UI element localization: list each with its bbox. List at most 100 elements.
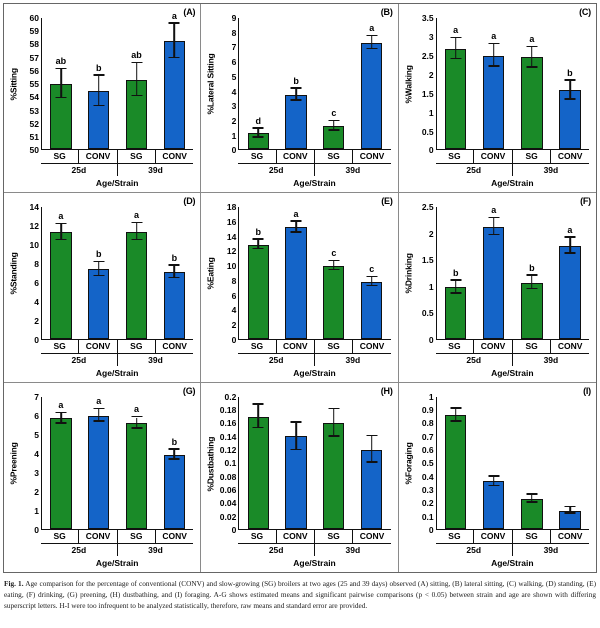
error-overlay: b: [513, 207, 551, 338]
error-bar-line: [333, 261, 335, 271]
x-tick-strain: SG: [435, 530, 475, 545]
bar-slot: a: [80, 397, 118, 530]
bar-slot: d: [239, 18, 277, 150]
x-axis-table: SG CONV SG CONV 25d 39d Age/Strain: [41, 530, 194, 568]
figure-caption-text: Age comparison for the percentage of con…: [4, 579, 596, 611]
x-tick-strain: CONV: [474, 339, 513, 354]
y-tick-label: 1.5: [421, 255, 434, 266]
error-overlay: a: [80, 397, 118, 529]
x-tick-strain: SG: [41, 339, 80, 354]
bar-slot: [513, 397, 551, 530]
error-cap-top: [450, 279, 462, 281]
significance-letter: c: [331, 108, 337, 119]
x-axis-age-row: 25d 39d: [41, 164, 193, 177]
y-tick-label: 4: [34, 448, 39, 459]
x-tick-strain: CONV: [353, 340, 391, 354]
error-cap-top: [252, 403, 264, 405]
y-tick-label: 8: [34, 258, 39, 269]
y-tick-label: 52: [29, 118, 39, 129]
y-tick-label: 0: [231, 145, 237, 156]
y-tick-label: 2: [34, 486, 39, 497]
x-tick-strain: SG: [238, 150, 277, 165]
y-tick-label: 4: [231, 305, 237, 316]
bar-slot: a: [42, 397, 80, 530]
significance-letter: b: [255, 226, 261, 237]
x-tick-strain: CONV: [276, 339, 315, 354]
y-tick-label: 0.3: [421, 484, 434, 495]
error-cap-top: [55, 222, 67, 225]
error-bar-line: [135, 417, 138, 429]
error-bar-line: [492, 44, 495, 67]
error-overlay: b: [277, 18, 315, 149]
x-axis-tick-spacer: [414, 150, 436, 188]
bar-series: a a a b: [437, 18, 589, 150]
x-axis-age-row: 25d 39d: [238, 164, 390, 177]
bar-slot: [277, 397, 315, 530]
y-axis-label: %Preening: [8, 442, 19, 485]
error-cap-top: [328, 259, 340, 262]
error-overlay: ab: [118, 18, 156, 149]
plot-row: %Standing 0 2 4 6 8 10 12 14 a b a b: [8, 203, 194, 344]
y-tick-label: 0: [428, 145, 434, 156]
y-axis-label: %Foraging: [403, 442, 414, 485]
error-cap-bottom: [488, 484, 500, 487]
error-overlay: a: [155, 11, 193, 149]
x-axis-tick-spacer: [216, 150, 238, 188]
error-bar-line: [333, 409, 335, 438]
bar-slot: ab: [42, 18, 80, 150]
error-bar-line: [569, 237, 571, 254]
x-tick-strain: CONV: [474, 150, 513, 165]
error-bar-line: [60, 413, 62, 424]
plot-area: d b c a: [238, 18, 391, 151]
x-tick-age: 39d: [345, 354, 361, 365]
y-axis-ticks: 0 1 2 3 4 5 6 7: [19, 392, 41, 534]
y-axis-ticks: 50 51 52 53 54 55 56 57 58 59 60: [19, 14, 41, 155]
y-axis-label: %Standing: [8, 252, 19, 295]
x-axis-age-row: 25d 39d: [436, 544, 589, 556]
x-tick-age: 25d: [436, 353, 513, 366]
x-tick-age: 39d: [148, 354, 163, 365]
plot-area: b a b a: [435, 206, 589, 340]
y-tick-label: 0.06: [219, 484, 237, 495]
bar-slot: [315, 397, 353, 530]
error-bar-line: [135, 63, 138, 97]
error-cap-top: [564, 236, 576, 238]
error-overlay: b: [155, 397, 193, 529]
x-tick-age: 39d: [543, 545, 559, 556]
bar-slot: a: [42, 207, 80, 339]
error-cap-top: [328, 119, 340, 122]
error-bar-line: [370, 277, 373, 287]
error-cap-top: [55, 411, 67, 414]
y-tick-label: 12: [226, 246, 237, 257]
error-cap-bottom: [450, 292, 462, 294]
x-axis-spacer: [8, 150, 19, 188]
error-cap-top: [252, 238, 264, 240]
error-cap-bottom: [93, 104, 105, 107]
plot-wrap: %Standing 0 2 4 6 8 10 12 14 a b a b SG CONV SG CONV 25d 3…: [4, 193, 200, 381]
plot-wrap: %Preening 0 1 2 3 4 5 6 7 a a a b SG CONV SG CONV 25d 39d A…: [4, 383, 200, 572]
error-cap-top: [488, 475, 500, 477]
y-tick-label: 0.1: [224, 458, 237, 469]
error-bar-line: [97, 75, 100, 107]
error-bar-line: [173, 23, 176, 59]
error-cap-top: [526, 274, 538, 276]
x-axis-tick-spacer: [414, 530, 436, 568]
error-cap-top: [366, 434, 378, 437]
y-axis-label: %Lateral Sitting: [205, 53, 216, 115]
bar-slot: a: [437, 18, 475, 150]
error-cap-top: [564, 79, 576, 81]
panel-label: (A): [183, 7, 196, 17]
x-tick-strain: SG: [435, 339, 475, 354]
y-tick-label: 0.18: [219, 404, 237, 415]
error-bar-line: [257, 404, 260, 429]
bar-slot: a: [513, 18, 551, 150]
error-cap-top: [526, 45, 538, 48]
y-axis-ticks: 0 2 4 6 8 10 12 14 16 18: [216, 203, 238, 344]
y-tick-label: 0.4: [421, 471, 434, 482]
bar-slot: a: [118, 207, 156, 339]
error-overlay: [315, 397, 353, 529]
x-axis-table: SG CONV SG CONV 25d 39d Age/Strain: [435, 530, 589, 568]
y-tick-label: 14: [29, 202, 39, 213]
panel-h: (H) %Dustbathing 0 0.02 0.04 0.06 0.08 0.1 0.12 0…: [201, 382, 399, 572]
